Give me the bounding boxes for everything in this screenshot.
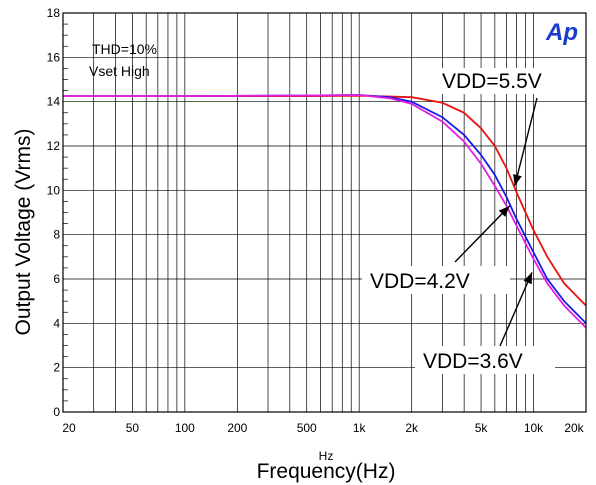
x-tick-label: 100 — [175, 421, 195, 435]
x-tick-label: 2k — [405, 421, 419, 435]
x-tick-label: 200 — [227, 421, 247, 435]
x-axis-title: Frequency(Hz) — [257, 460, 396, 483]
arrow-line — [454, 205, 511, 263]
series-label: VDD=3.6V — [423, 350, 523, 373]
tick-labels: 20 50 100 200 500 1k 2k 5k 10k 20k 0 2 4 6 8 10 12 14 16 18 — [47, 6, 585, 435]
series-labels: VDD=5.5V VDD=4.2V VDD=3.6V — [362, 68, 577, 374]
arrow-head — [513, 174, 522, 186]
x-tick-label: 5k — [475, 421, 489, 435]
series-label-bg — [415, 346, 555, 374]
series-label: VDD=4.2V — [370, 270, 470, 293]
x-tick-label: 50 — [126, 421, 140, 435]
plot-frame — [62, 12, 587, 413]
ap-logo: Ap — [545, 19, 578, 46]
series-label-bg — [362, 266, 510, 294]
y-tick-label: 0 — [53, 405, 60, 419]
arrow-head — [523, 272, 532, 285]
y-tick-label: 8 — [53, 228, 60, 242]
x-tick-label: 20 — [62, 421, 76, 435]
x-tick-label: 10k — [524, 421, 544, 435]
y-tick-label: 18 — [47, 6, 61, 20]
series-lines — [63, 94, 587, 329]
x-axis-unit: Hz — [319, 449, 334, 463]
annotation-thd: THD=10% — [92, 41, 157, 57]
y-tick-label: 2 — [53, 361, 60, 375]
y-tick-label: 6 — [53, 272, 60, 286]
arrow-head — [498, 205, 510, 217]
y-tick-label: 14 — [47, 95, 61, 109]
y-tick-label: 12 — [47, 139, 61, 153]
y-tick-label: 16 — [47, 50, 61, 64]
y-axis-title: Output Voltage (Vrms) — [12, 129, 35, 336]
x-tick-label: 20k — [564, 421, 584, 435]
y-tick-label: 10 — [47, 183, 61, 197]
y-tick-label: 4 — [53, 316, 60, 330]
series-line — [63, 94, 587, 329]
arrow-line — [499, 272, 533, 347]
x-tick-label: 1k — [353, 421, 367, 435]
annotation-vset: Vset High — [89, 63, 150, 79]
series-label-bg — [435, 68, 577, 94]
x-tick-label: 500 — [297, 421, 317, 435]
series-label: VDD=5.5V — [442, 70, 542, 93]
arrow-line — [514, 97, 538, 187]
